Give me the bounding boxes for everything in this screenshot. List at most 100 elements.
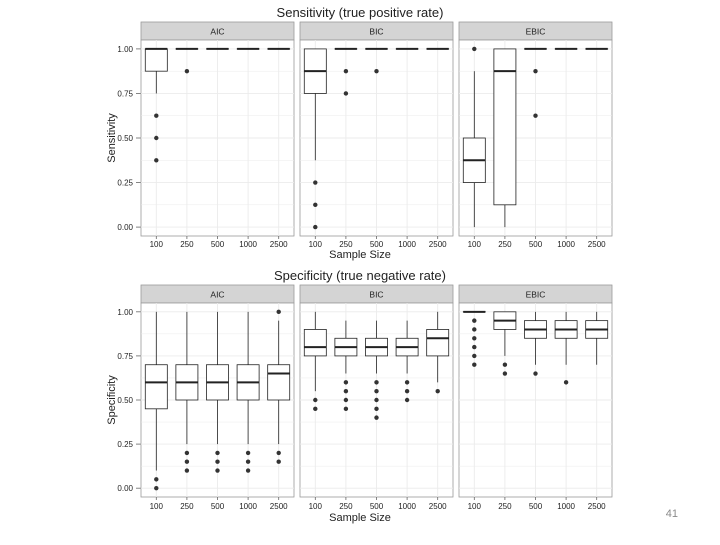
x-tick-label: 250 xyxy=(339,502,353,511)
x-tick-label: 2500 xyxy=(270,502,288,511)
outlier-point xyxy=(374,415,378,419)
facet-label: BIC xyxy=(369,290,383,300)
outlier-point xyxy=(436,389,440,393)
y-tick-label: 0.00 xyxy=(117,484,133,493)
box-iqr xyxy=(494,49,516,205)
outlier-point xyxy=(313,407,317,411)
outlier-point xyxy=(405,398,409,402)
x-tick-label: 2500 xyxy=(429,502,447,511)
x-tick-label: 500 xyxy=(370,502,384,511)
x-tick-label: 100 xyxy=(150,240,164,249)
outlier-point xyxy=(277,310,281,314)
outlier-point xyxy=(313,398,317,402)
outlier-point xyxy=(215,468,219,472)
outlier-point xyxy=(472,345,476,349)
box-iqr xyxy=(427,329,449,355)
outlier-point xyxy=(472,47,476,51)
x-tick-label: 250 xyxy=(498,502,512,511)
outlier-point xyxy=(503,363,507,367)
y-tick-label: 0.75 xyxy=(117,89,133,98)
outlier-point xyxy=(564,380,568,384)
outlier-point xyxy=(185,451,189,455)
x-tick-label: 1000 xyxy=(398,240,416,249)
outlier-point xyxy=(154,136,158,140)
outlier-point xyxy=(472,327,476,331)
outlier-point xyxy=(185,460,189,464)
x-tick-label: 1000 xyxy=(557,240,575,249)
x-tick-label: 2500 xyxy=(270,240,288,249)
outlier-point xyxy=(246,451,250,455)
outlier-point xyxy=(374,398,378,402)
outlier-point xyxy=(374,389,378,393)
x-tick-label: 500 xyxy=(211,502,225,511)
x-tick-label: 2500 xyxy=(429,240,447,249)
outlier-point xyxy=(215,460,219,464)
y-axis-label: Specificity xyxy=(106,375,118,425)
chart-1: Specificity (true negative rate) Sample S… xyxy=(106,268,612,524)
outlier-point xyxy=(215,451,219,455)
outlier-point xyxy=(154,477,158,481)
x-tick-label: 500 xyxy=(211,240,225,249)
x-tick-label: 500 xyxy=(529,502,543,511)
y-tick-label: 0.50 xyxy=(117,134,133,143)
x-tick-label: 100 xyxy=(309,502,323,511)
outlier-point xyxy=(344,69,348,73)
outlier-point xyxy=(154,158,158,162)
outlier-point xyxy=(374,69,378,73)
outlier-point xyxy=(344,389,348,393)
x-tick-label: 2500 xyxy=(588,502,606,511)
x-tick-label: 1000 xyxy=(557,502,575,511)
facet-label: EBIC xyxy=(526,27,546,37)
facet-label: BIC xyxy=(369,27,383,37)
outlier-point xyxy=(246,460,250,464)
y-tick-label: 1.00 xyxy=(117,308,133,317)
outlier-point xyxy=(374,407,378,411)
outlier-point xyxy=(533,371,537,375)
x-tick-label: 250 xyxy=(339,240,353,249)
y-tick-label: 1.00 xyxy=(117,45,133,54)
chart-title: Specificity (true negative rate) xyxy=(274,268,446,283)
outlier-point xyxy=(185,468,189,472)
outlier-point xyxy=(503,371,507,375)
y-tick-label: 0.25 xyxy=(117,179,133,188)
x-tick-label: 100 xyxy=(150,502,164,511)
outlier-point xyxy=(472,336,476,340)
x-axis-label: Sample Size xyxy=(329,512,391,524)
outlier-point xyxy=(246,468,250,472)
box-iqr xyxy=(145,49,167,71)
outlier-point xyxy=(374,380,378,384)
outlier-point xyxy=(313,203,317,207)
outlier-point xyxy=(344,407,348,411)
outlier-point xyxy=(313,225,317,229)
x-tick-label: 250 xyxy=(498,240,512,249)
box-iqr xyxy=(145,365,167,409)
outlier-point xyxy=(344,91,348,95)
outlier-point xyxy=(185,69,189,73)
outlier-point xyxy=(154,486,158,490)
box-iqr xyxy=(304,329,326,355)
x-tick-label: 1000 xyxy=(239,502,257,511)
y-tick-label: 0.75 xyxy=(117,352,133,361)
outlier-point xyxy=(533,114,537,118)
x-tick-label: 2500 xyxy=(588,240,606,249)
facet-label: AIC xyxy=(210,27,224,37)
x-tick-label: 1000 xyxy=(239,240,257,249)
outlier-point xyxy=(472,318,476,322)
y-tick-label: 0.25 xyxy=(117,440,133,449)
outlier-point xyxy=(533,69,537,73)
y-tick-label: 0.50 xyxy=(117,396,133,405)
outlier-point xyxy=(405,389,409,393)
y-tick-label: 0.00 xyxy=(117,223,133,232)
x-tick-label: 100 xyxy=(468,240,482,249)
chart-title: Sensitivity (true positive rate) xyxy=(277,5,444,20)
outlier-point xyxy=(154,114,158,118)
x-tick-label: 500 xyxy=(370,240,384,249)
outlier-point xyxy=(277,451,281,455)
